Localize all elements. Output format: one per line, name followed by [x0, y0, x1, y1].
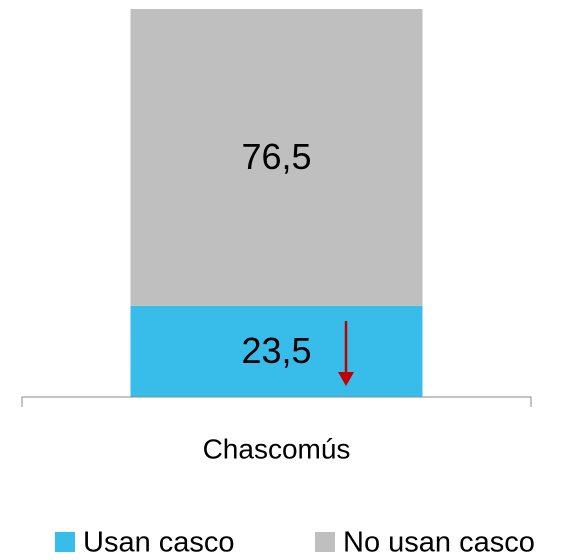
annotation-arrow: [338, 321, 354, 386]
x-tick-label: Chascomús: [203, 433, 351, 464]
x-axis: [21, 396, 532, 407]
bar-segment: [130, 9, 423, 306]
legend-swatch: [315, 532, 335, 552]
data-label: 23,5: [241, 330, 311, 371]
legend-label: No usan casco: [343, 527, 535, 559]
legend-label: Usan casco: [83, 527, 235, 559]
data-label: 76,5: [241, 136, 311, 177]
legend-swatch: [55, 532, 75, 552]
bar-segment: [130, 305, 423, 397]
